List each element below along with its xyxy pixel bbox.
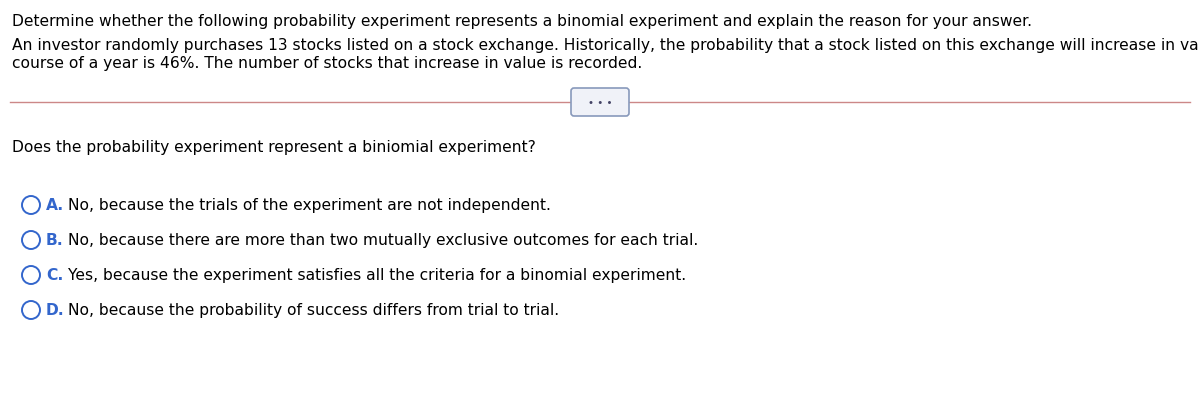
Text: No, because the probability of success differs from trial to trial.: No, because the probability of success d…: [68, 302, 559, 317]
Text: No, because the trials of the experiment are not independent.: No, because the trials of the experiment…: [68, 198, 551, 213]
Text: Does the probability experiment represent a biniomial experiment?: Does the probability experiment represen…: [12, 139, 536, 155]
Text: course of a year is 46%. The number of stocks that increase in value is recorded: course of a year is 46%. The number of s…: [12, 56, 642, 71]
Text: D.: D.: [46, 302, 65, 317]
FancyBboxPatch shape: [571, 89, 629, 117]
Text: • • •: • • •: [588, 98, 612, 108]
Text: B.: B.: [46, 232, 64, 247]
Text: Yes, because the experiment satisfies all the criteria for a binomial experiment: Yes, because the experiment satisfies al…: [68, 267, 686, 282]
Text: C.: C.: [46, 267, 64, 282]
Text: Determine whether the following probability experiment represents a binomial exp: Determine whether the following probabil…: [12, 14, 1032, 29]
Text: No, because there are more than two mutually exclusive outcomes for each trial.: No, because there are more than two mutu…: [68, 232, 698, 247]
Text: An investor randomly purchases 13 stocks listed on a stock exchange. Historicall: An investor randomly purchases 13 stocks…: [12, 38, 1200, 53]
Text: A.: A.: [46, 198, 65, 213]
